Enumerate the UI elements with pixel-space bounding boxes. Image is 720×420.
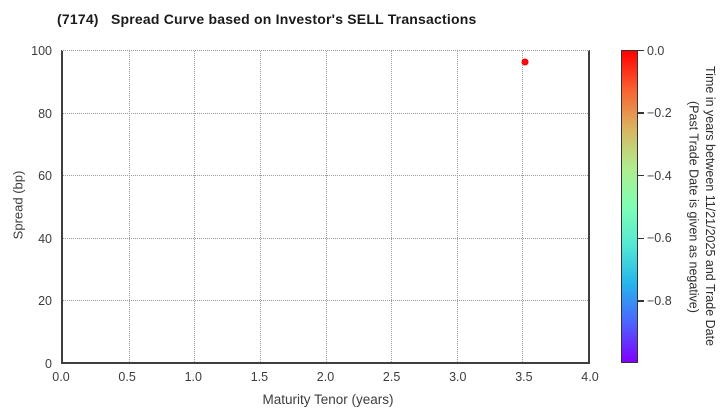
- x-tick-label: 2.5: [382, 370, 401, 384]
- y-tick-label: 100: [31, 44, 52, 58]
- gridline-vertical: [522, 51, 524, 362]
- colorbar-tick: −0.8: [638, 294, 672, 308]
- gridline-vertical: [391, 51, 393, 362]
- gridline-horizontal: [63, 237, 588, 239]
- y-tick-label: 40: [38, 231, 52, 246]
- colorbar-tick-label: 0.0: [647, 43, 665, 58]
- y-tick-label: 0: [45, 357, 52, 371]
- colorbar-tick: −0.2: [638, 106, 672, 120]
- colorbar-tick: −0.6: [638, 231, 672, 245]
- x-tick-label: 2.0: [316, 370, 335, 384]
- colorbar-tick-mark: [638, 237, 644, 240]
- x-tick-label: 3.5: [515, 370, 533, 384]
- gridline-vertical: [456, 51, 458, 362]
- gridline-vertical: [325, 51, 327, 362]
- x-tick-label: 1.0: [184, 370, 202, 384]
- colorbar-tick: −0.4: [638, 169, 672, 183]
- data-point[interactable]: [522, 58, 528, 65]
- gridline-vertical: [128, 51, 130, 362]
- gridline-horizontal: [63, 299, 588, 301]
- gridline-horizontal: [63, 113, 588, 115]
- colorbar-tick-mark: [638, 49, 644, 52]
- x-tick-label: 0.0: [52, 370, 70, 384]
- colorbar-label-line2: (Past Trade Date is given as negative): [686, 100, 701, 313]
- plot-area: [61, 50, 590, 364]
- colorbar-tick-mark: [638, 112, 644, 114]
- colorbar-tick: 0.0: [638, 44, 664, 58]
- x-axis-label: Maturity Tenor (years): [262, 392, 394, 407]
- y-tick-label: 60: [38, 169, 52, 184]
- y-tick-label: 20: [38, 294, 52, 309]
- gridline-vertical: [194, 51, 196, 362]
- colorbar-label: Time in years between 11/21/2025 and Tra…: [684, 50, 718, 363]
- gridline-vertical: [259, 51, 261, 362]
- colorbar-tick-label: −0.8: [647, 293, 672, 308]
- gridline-horizontal: [63, 175, 588, 177]
- colorbar-label-line1: Time in years between 11/21/2025 and Tra…: [703, 66, 717, 347]
- chart-title: (7174) Spread Curve based on Investor's …: [57, 11, 477, 27]
- x-tick-label: 0.5: [118, 370, 136, 384]
- colorbar-tick-label: −0.2: [647, 106, 672, 121]
- x-tick-label: 1.5: [250, 370, 269, 384]
- x-tick-label: 3.0: [449, 370, 467, 384]
- colorbar-tick-label: −0.6: [647, 231, 672, 246]
- colorbar-tick-mark: [638, 174, 644, 177]
- colorbar-gradient: [621, 50, 638, 363]
- x-tick-label: 4.0: [581, 370, 599, 384]
- y-tick-label: 80: [38, 106, 52, 121]
- colorbar-tick-label: −0.4: [647, 168, 672, 183]
- colorbar-tick-mark: [638, 300, 644, 302]
